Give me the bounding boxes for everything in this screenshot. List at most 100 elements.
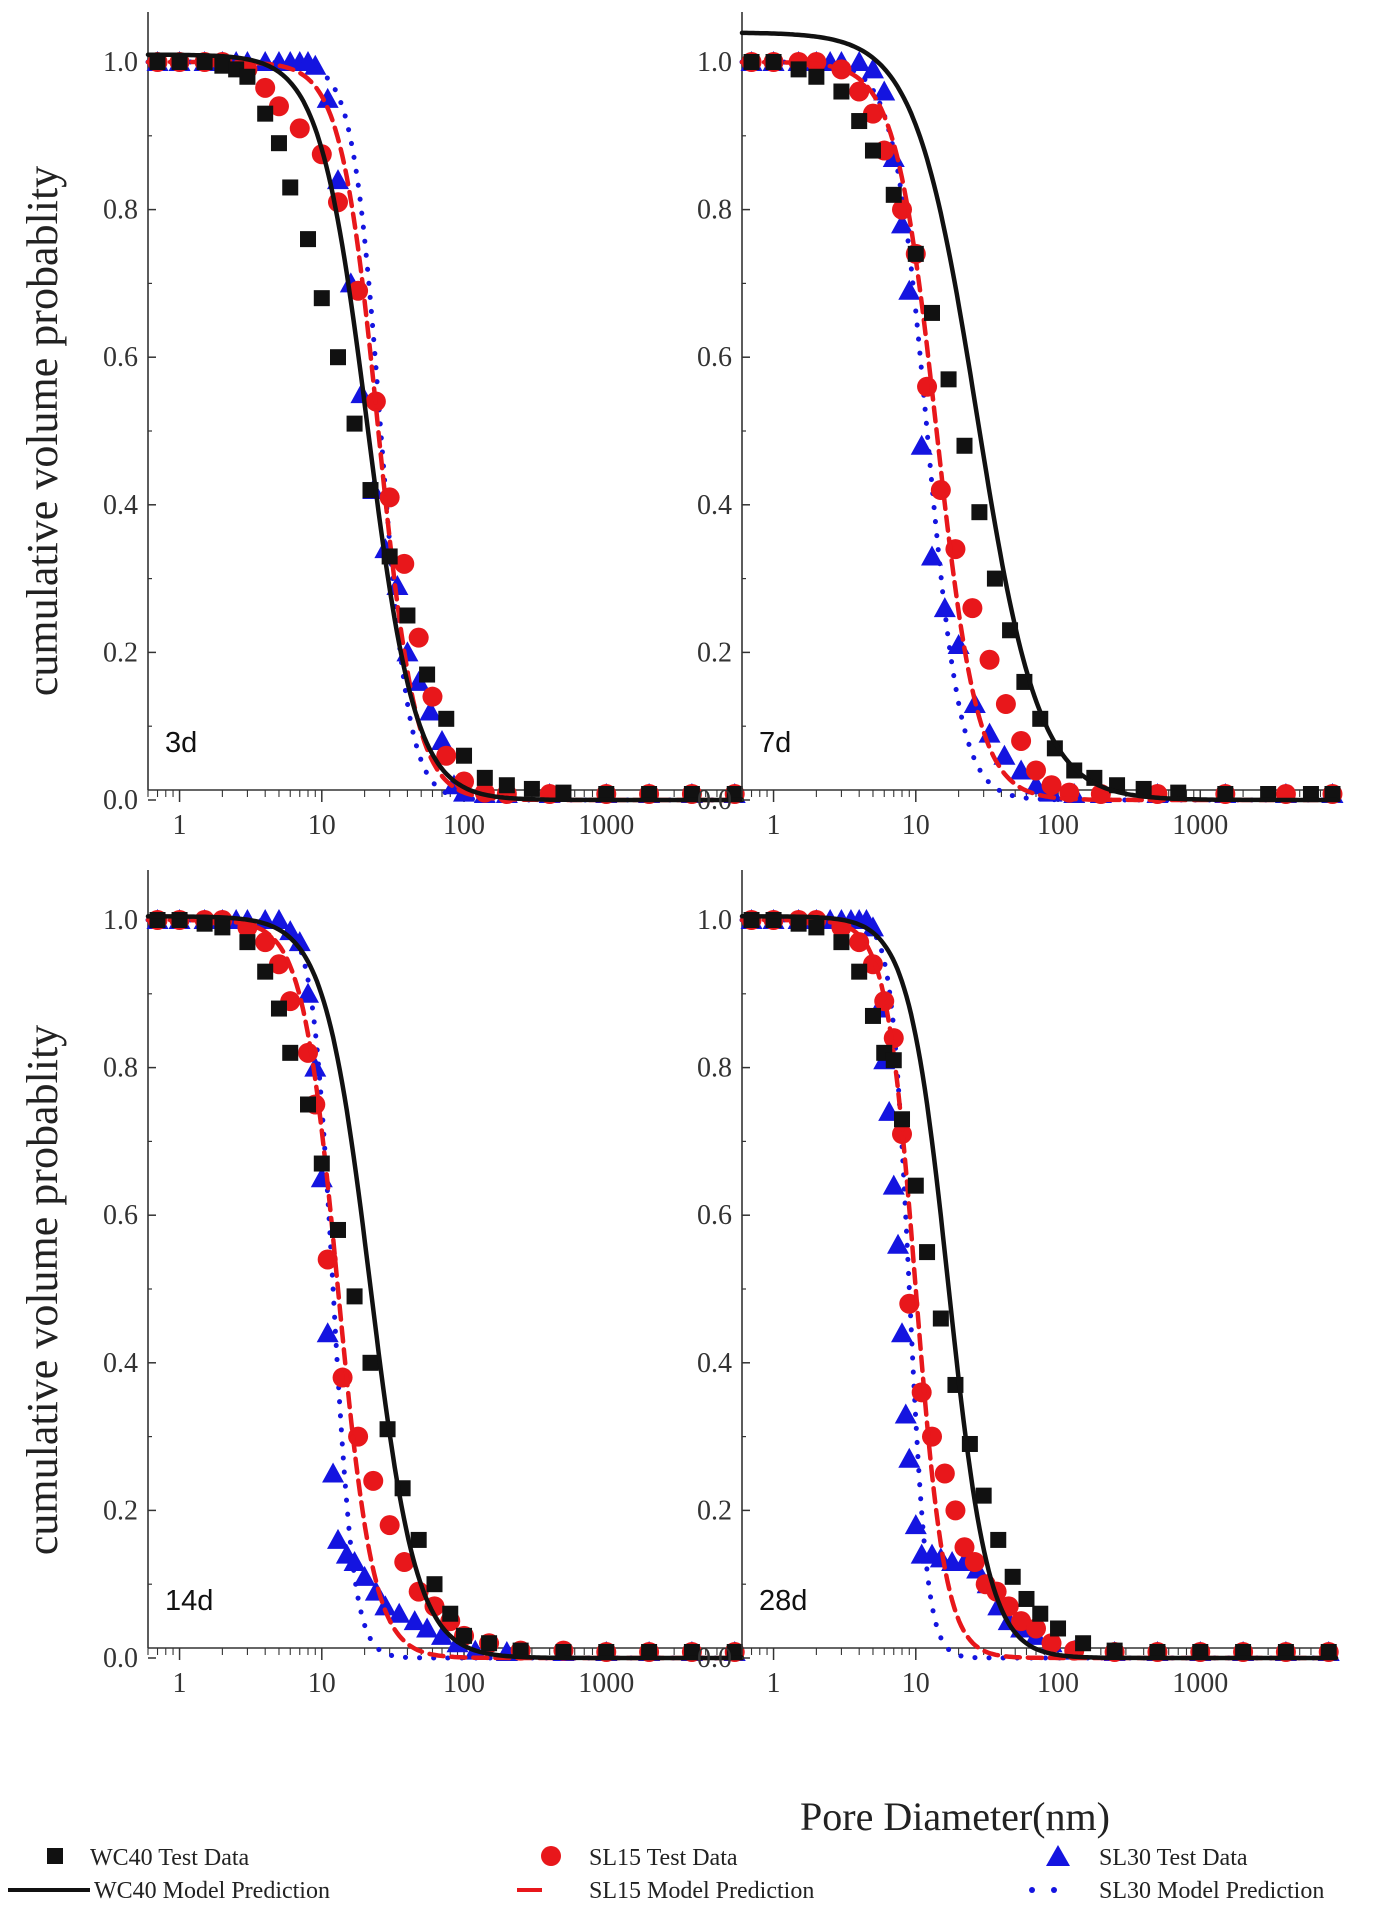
y-tick-label: 0.8 (697, 1053, 732, 1084)
wc40-test-point (790, 915, 807, 932)
sl15-test-point (945, 1500, 966, 1521)
wc40-test-point (214, 57, 231, 74)
x-tick-label: 100 (443, 1668, 485, 1699)
wc40-test-point (330, 349, 347, 366)
sl15-test-point (1041, 1633, 1062, 1654)
sl15-test-point (363, 1470, 384, 1491)
sl30-test-point (388, 1602, 411, 1623)
x-tick-label: 1 (767, 1668, 781, 1699)
wc40-test-point (270, 1000, 287, 1017)
wc40-test-point (555, 784, 572, 801)
wc40-test-point (894, 1111, 911, 1128)
wc40-test-point (300, 231, 317, 248)
x-tick-label: 1000 (578, 810, 634, 841)
sl15-test-point (964, 1552, 985, 1573)
sl30-model-curve (739, 59, 1339, 803)
x-tick-label: 1 (173, 810, 187, 841)
sl15-test-point (954, 1537, 975, 1558)
wc40-test-point (426, 1576, 443, 1593)
wc40-test-point (330, 1221, 347, 1238)
sl15-test-point (911, 1382, 932, 1403)
wc40-test-point (919, 1244, 936, 1261)
x-tick-label: 1000 (578, 1668, 634, 1699)
wc40-test-point (851, 113, 868, 130)
sl30-test-point (921, 545, 944, 566)
x-tick-label: 100 (443, 810, 485, 841)
legend-label: WC40 Test Data (90, 1845, 250, 1871)
wc40-test-point (313, 1155, 330, 1172)
legend-dot (1029, 1887, 1035, 1893)
sl15-test-point (849, 81, 870, 102)
x-tick-label: 10 (902, 810, 930, 841)
wc40-test-point (765, 54, 782, 70)
panel-label: 28d (759, 1585, 807, 1617)
sl15-test-point (379, 1515, 400, 1536)
sl15-test-point (849, 932, 870, 953)
sl30-test-point (374, 1595, 397, 1616)
y-tick-label: 0.0 (103, 785, 138, 816)
y-tick-label: 0.6 (697, 1200, 732, 1231)
y-tick-label: 0.2 (103, 637, 138, 668)
wc40-test-point (833, 934, 850, 951)
wc40-test-point (1075, 1635, 1092, 1652)
sl30-test-point (316, 87, 339, 108)
wc40-test-point (885, 1052, 902, 1069)
x-tick-label: 10 (308, 1668, 336, 1699)
wc40-test-point (743, 54, 760, 70)
y-tick-label: 0.8 (103, 1053, 138, 1084)
wc40-test-point (864, 142, 881, 159)
legend-label: SL30 Model Prediction (1099, 1878, 1324, 1904)
sl30-test-point (430, 729, 453, 750)
wc40-test-point (171, 54, 188, 70)
x-tick-label: 1000 (1172, 1668, 1228, 1699)
legend-label: WC40 Model Prediction (94, 1878, 330, 1904)
legend: WC40 Test Data SL15 Test Data SL30 Test … (8, 1845, 1324, 1904)
sl15-test-point (394, 1552, 415, 1573)
sl15-test-point (268, 954, 289, 975)
wc40-test-point (1135, 780, 1152, 797)
wc40-test-point (270, 135, 287, 152)
sl30-test-point (327, 1528, 350, 1549)
y-tick-label: 0.4 (697, 490, 732, 521)
sl30-test-point (993, 744, 1016, 765)
x-tick-label: 1 (173, 1668, 187, 1699)
sl15-test-point (394, 553, 415, 574)
y-tick-label: 0.2 (103, 1495, 138, 1526)
y-tick-label: 0.0 (697, 1643, 732, 1674)
wc40-test-point (282, 179, 299, 196)
wc40-test-point (956, 437, 973, 454)
sl30-test-point (353, 1565, 376, 1586)
y-axis-label-top: cumulative volume probablity (18, 166, 67, 696)
x-tick-label: 1000 (1172, 810, 1228, 841)
sl15-test-point (934, 1463, 955, 1484)
sl30-test-point (873, 80, 896, 101)
sl30-test-point (316, 1322, 339, 1343)
sl15-test-point (862, 103, 883, 124)
wc40-test-point (864, 1007, 881, 1024)
wc40-test-point (990, 1531, 1007, 1548)
y-tick-label: 0.6 (103, 342, 138, 373)
wc40-test-point (940, 371, 957, 388)
wc40-test-point (481, 1635, 498, 1652)
sl15-test-point (1025, 1618, 1046, 1639)
y-tick-label: 1.0 (697, 905, 732, 936)
wc40-test-point (282, 1044, 299, 1061)
sl15-test-point (255, 77, 276, 98)
legend-item-sl15-model: SL15 Model Prediction (517, 1878, 814, 1904)
wc40-test-point (1004, 1568, 1021, 1585)
legend-item-sl15-test: SL15 Test Data (541, 1845, 738, 1871)
legend-label: SL15 Model Prediction (589, 1878, 814, 1904)
wc40-test-point (419, 666, 436, 683)
sl15-test-point (899, 1293, 920, 1314)
wc40-test-point (196, 54, 213, 70)
sl30-model-curve (739, 917, 1339, 1661)
y-tick-label: 0.6 (697, 342, 732, 373)
wc40-model-curve (145, 914, 745, 1661)
wc40-test-point (313, 290, 330, 307)
wc40-test-point (399, 607, 416, 624)
sl30-test-point (894, 1403, 917, 1424)
sl30-test-point (1024, 774, 1047, 795)
legend-item-sl30-model: SL30 Model Prediction (1029, 1878, 1324, 1904)
sl30-test-point (861, 58, 884, 79)
